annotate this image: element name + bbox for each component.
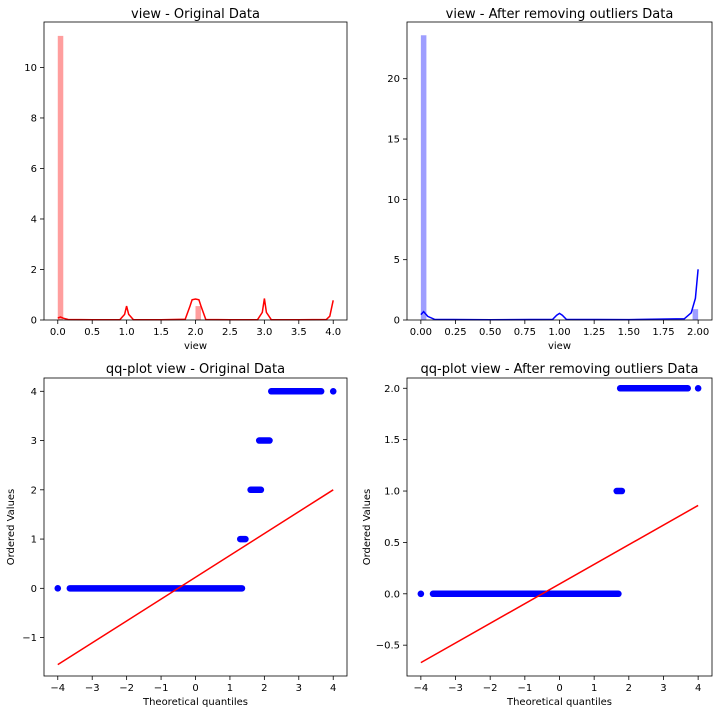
qq-point bbox=[417, 590, 425, 598]
x-tick-label: −1 bbox=[154, 683, 169, 694]
x-tick-label: 4 bbox=[695, 683, 701, 694]
chart-title: view - After removing outliers Data bbox=[446, 7, 674, 22]
y-tick-label: −1 bbox=[22, 633, 37, 644]
x-tick-label: 0.0 bbox=[50, 327, 66, 338]
axes-frame bbox=[406, 377, 713, 677]
x-tick-label: 4 bbox=[330, 683, 336, 694]
y-tick-label: 4 bbox=[31, 387, 37, 398]
y-tick-label: 2 bbox=[31, 265, 37, 276]
x-tick-label: 3.5 bbox=[291, 327, 307, 338]
x-tick-label: −4 bbox=[413, 683, 428, 694]
x-tick-label: 2 bbox=[626, 683, 632, 694]
y-tick-label: 10 bbox=[387, 195, 400, 206]
x-axis-label: view bbox=[184, 341, 207, 352]
y-axis-label: Ordered Values bbox=[362, 489, 373, 566]
fit-line bbox=[57, 489, 334, 666]
x-tick-label: 3 bbox=[296, 683, 302, 694]
x-tick-label: 2.5 bbox=[222, 327, 238, 338]
x-tick-label: 1 bbox=[591, 683, 597, 694]
y-tick-label: 0.5 bbox=[384, 538, 400, 549]
y-tick-label: 0 bbox=[394, 316, 400, 327]
x-tick-label: −3 bbox=[448, 683, 463, 694]
fit-line bbox=[420, 504, 699, 664]
panel-qqplot-original: qq-plot view - Original Data Theoretical… bbox=[6, 362, 348, 708]
y-tick-label: 1.0 bbox=[384, 487, 400, 498]
y-tick-label: 2.0 bbox=[384, 384, 400, 395]
qq-point bbox=[329, 387, 337, 395]
histogram-bar bbox=[692, 309, 699, 320]
y-tick-label: −0.5 bbox=[376, 641, 400, 652]
plot-area: 0.00 0.25 0.50 0.75 1.00 1.25 1.50 1.75 2.00 0 5 10… bbox=[387, 35, 709, 338]
y-tick-label: 15 bbox=[387, 135, 400, 146]
x-tick-label: −2 bbox=[483, 683, 498, 694]
x-tick-label: 3 bbox=[660, 683, 666, 694]
x-axis-label: view bbox=[548, 341, 571, 352]
y-axis-label: Ordered Values bbox=[6, 489, 17, 566]
qq-point bbox=[694, 384, 702, 392]
panel-histogram-filtered: view - After removing outliers Data view… bbox=[387, 7, 713, 352]
axes-frame bbox=[43, 21, 348, 321]
x-tick-label: 0 bbox=[556, 683, 562, 694]
x-tick-label: 1.25 bbox=[583, 327, 605, 338]
x-tick-label: −4 bbox=[50, 683, 65, 694]
axes-frame bbox=[43, 377, 348, 677]
kde-line bbox=[420, 269, 699, 321]
histogram-bar bbox=[195, 306, 202, 320]
chart-title: qq-plot view - After removing outliers D… bbox=[421, 362, 699, 377]
y-tick-label: 4 bbox=[31, 214, 37, 225]
chart-title: view - Original Data bbox=[131, 7, 260, 22]
x-tick-label: 0.25 bbox=[444, 327, 466, 338]
x-tick-label: −3 bbox=[85, 683, 100, 694]
y-tick-label: 2 bbox=[31, 485, 37, 496]
x-tick-label: 2.00 bbox=[687, 327, 709, 338]
x-tick-label: 2.0 bbox=[188, 327, 204, 338]
x-tick-label: 1.50 bbox=[618, 327, 640, 338]
x-axis-label: Theoretical quantiles bbox=[142, 697, 248, 708]
histogram-bar bbox=[420, 35, 427, 321]
x-tick-label: 0 bbox=[192, 683, 198, 694]
x-tick-label: 4.0 bbox=[325, 327, 341, 338]
plot-area: −4 −3 −2 −1 0 1 2 3 4 −0.5 0.0 0.5 1.0 1.5 2.0 bbox=[376, 384, 702, 694]
x-tick-label: −2 bbox=[119, 683, 134, 694]
plot-area: −4 −3 −2 −1 0 1 2 3 4 −1 0 1 2 3 4 bbox=[22, 387, 337, 694]
x-tick-label: 0.00 bbox=[410, 327, 432, 338]
panel-qqplot-filtered: qq-plot view - After removing outliers D… bbox=[362, 362, 713, 708]
x-tick-label: −1 bbox=[517, 683, 532, 694]
chart-title: qq-plot view - Original Data bbox=[106, 362, 285, 377]
y-tick-label: 5 bbox=[394, 255, 400, 266]
x-tick-label: 0.5 bbox=[84, 327, 100, 338]
x-tick-label: 1.0 bbox=[119, 327, 135, 338]
x-tick-label: 1.00 bbox=[548, 327, 570, 338]
y-tick-label: 0.0 bbox=[384, 589, 400, 600]
axes-frame bbox=[406, 21, 713, 321]
y-tick-label: 0 bbox=[31, 584, 37, 595]
y-tick-label: 20 bbox=[387, 74, 400, 85]
y-tick-label: 1 bbox=[31, 535, 37, 546]
x-tick-label: 0.50 bbox=[479, 327, 501, 338]
x-tick-label: 1.5 bbox=[153, 327, 169, 338]
y-tick-label: 3 bbox=[31, 436, 37, 447]
y-tick-label: 6 bbox=[31, 164, 37, 175]
y-tick-label: 1.5 bbox=[384, 435, 400, 446]
x-tick-label: 0.75 bbox=[514, 327, 536, 338]
x-tick-label: 1 bbox=[227, 683, 233, 694]
histogram-bar bbox=[57, 35, 64, 320]
y-tick-label: 0 bbox=[31, 316, 37, 327]
plot-area: 0.0 0.5 1.0 1.5 2.0 2.5 3.0 3.5 4.0 0 2 4 6 8 10 bbox=[24, 35, 341, 338]
x-tick-label: 3.0 bbox=[256, 327, 272, 338]
y-tick-label: 8 bbox=[31, 113, 37, 124]
qq-point bbox=[54, 585, 62, 592]
x-tick-label: 2 bbox=[261, 683, 267, 694]
panel-histogram-original: view - Original Data view 0.0 0.5 1.0 1.5 2.… bbox=[24, 7, 348, 352]
x-tick-label: 1.75 bbox=[652, 327, 674, 338]
y-tick-label: 10 bbox=[24, 63, 37, 74]
x-axis-label: Theoretical quantiles bbox=[506, 697, 612, 708]
